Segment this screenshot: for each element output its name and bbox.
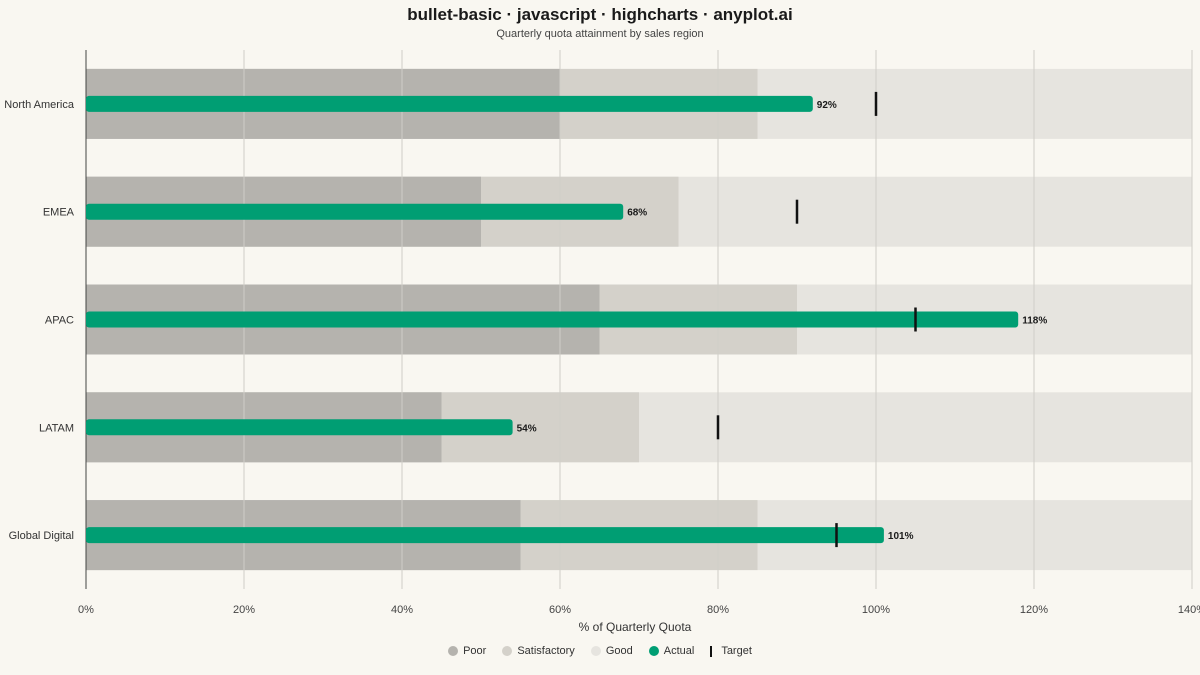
actual-bar: [86, 311, 1019, 328]
legend-item-actual[interactable]: Actual: [648, 645, 695, 657]
actual-bar: [86, 95, 813, 112]
legend-label: Satisfactory: [517, 645, 575, 657]
chart-title: bullet-basic · javascript · highcharts ·…: [407, 5, 793, 24]
x-tick-label: 100%: [862, 604, 890, 616]
actual-data-label: 54%: [517, 423, 537, 434]
actual-bar: [86, 527, 884, 544]
x-tick-label: 80%: [707, 604, 729, 616]
legend-label: Poor: [463, 645, 487, 657]
data-marks: North America EMEA APAC LATAM Global Digital…: [4, 50, 1200, 634]
legend-label: Target: [721, 645, 752, 657]
x-tick-label: 140%: [1178, 604, 1200, 616]
actual-data-label: 118%: [1022, 316, 1047, 327]
actual-bar: [86, 419, 513, 436]
legend-swatch: [590, 646, 601, 656]
legend-swatch: [502, 646, 513, 656]
chart-legend: Poor Satisfactory Good Actual Target: [0, 645, 1200, 657]
legend-item-satisfactory[interactable]: Satisfactory: [502, 645, 575, 657]
x-tick-label: 60%: [549, 604, 571, 616]
category-label: LATAM: [39, 422, 74, 434]
x-axis-title: % of Quarterly Quota: [579, 620, 692, 634]
x-tick-label: 0%: [78, 604, 94, 616]
x-tick-label: 120%: [1020, 604, 1048, 616]
legend-item-target[interactable]: Target: [710, 645, 752, 657]
legend-label: Good: [605, 645, 633, 657]
legend-swatch: [448, 646, 459, 656]
category-label: North America: [4, 99, 75, 111]
category-label: EMEA: [43, 207, 75, 219]
category-label: APAC: [45, 315, 74, 327]
actual-data-label: 101%: [888, 531, 914, 542]
chart-subtitle: Quarterly quota attainment by sales regi…: [496, 28, 704, 40]
legend-label: Actual: [663, 645, 695, 657]
legend-swatch: [710, 645, 713, 657]
actual-bar: [86, 203, 624, 220]
category-label: Global Digital: [9, 530, 74, 542]
x-tick-label: 40%: [391, 604, 413, 616]
legend-item-good[interactable]: Good: [590, 645, 633, 657]
legend-swatch: [648, 646, 659, 656]
legend-item-poor[interactable]: Poor: [448, 645, 486, 657]
x-tick-label: 20%: [233, 604, 255, 616]
actual-data-label: 68%: [627, 208, 647, 219]
actual-data-label: 92%: [817, 100, 837, 111]
